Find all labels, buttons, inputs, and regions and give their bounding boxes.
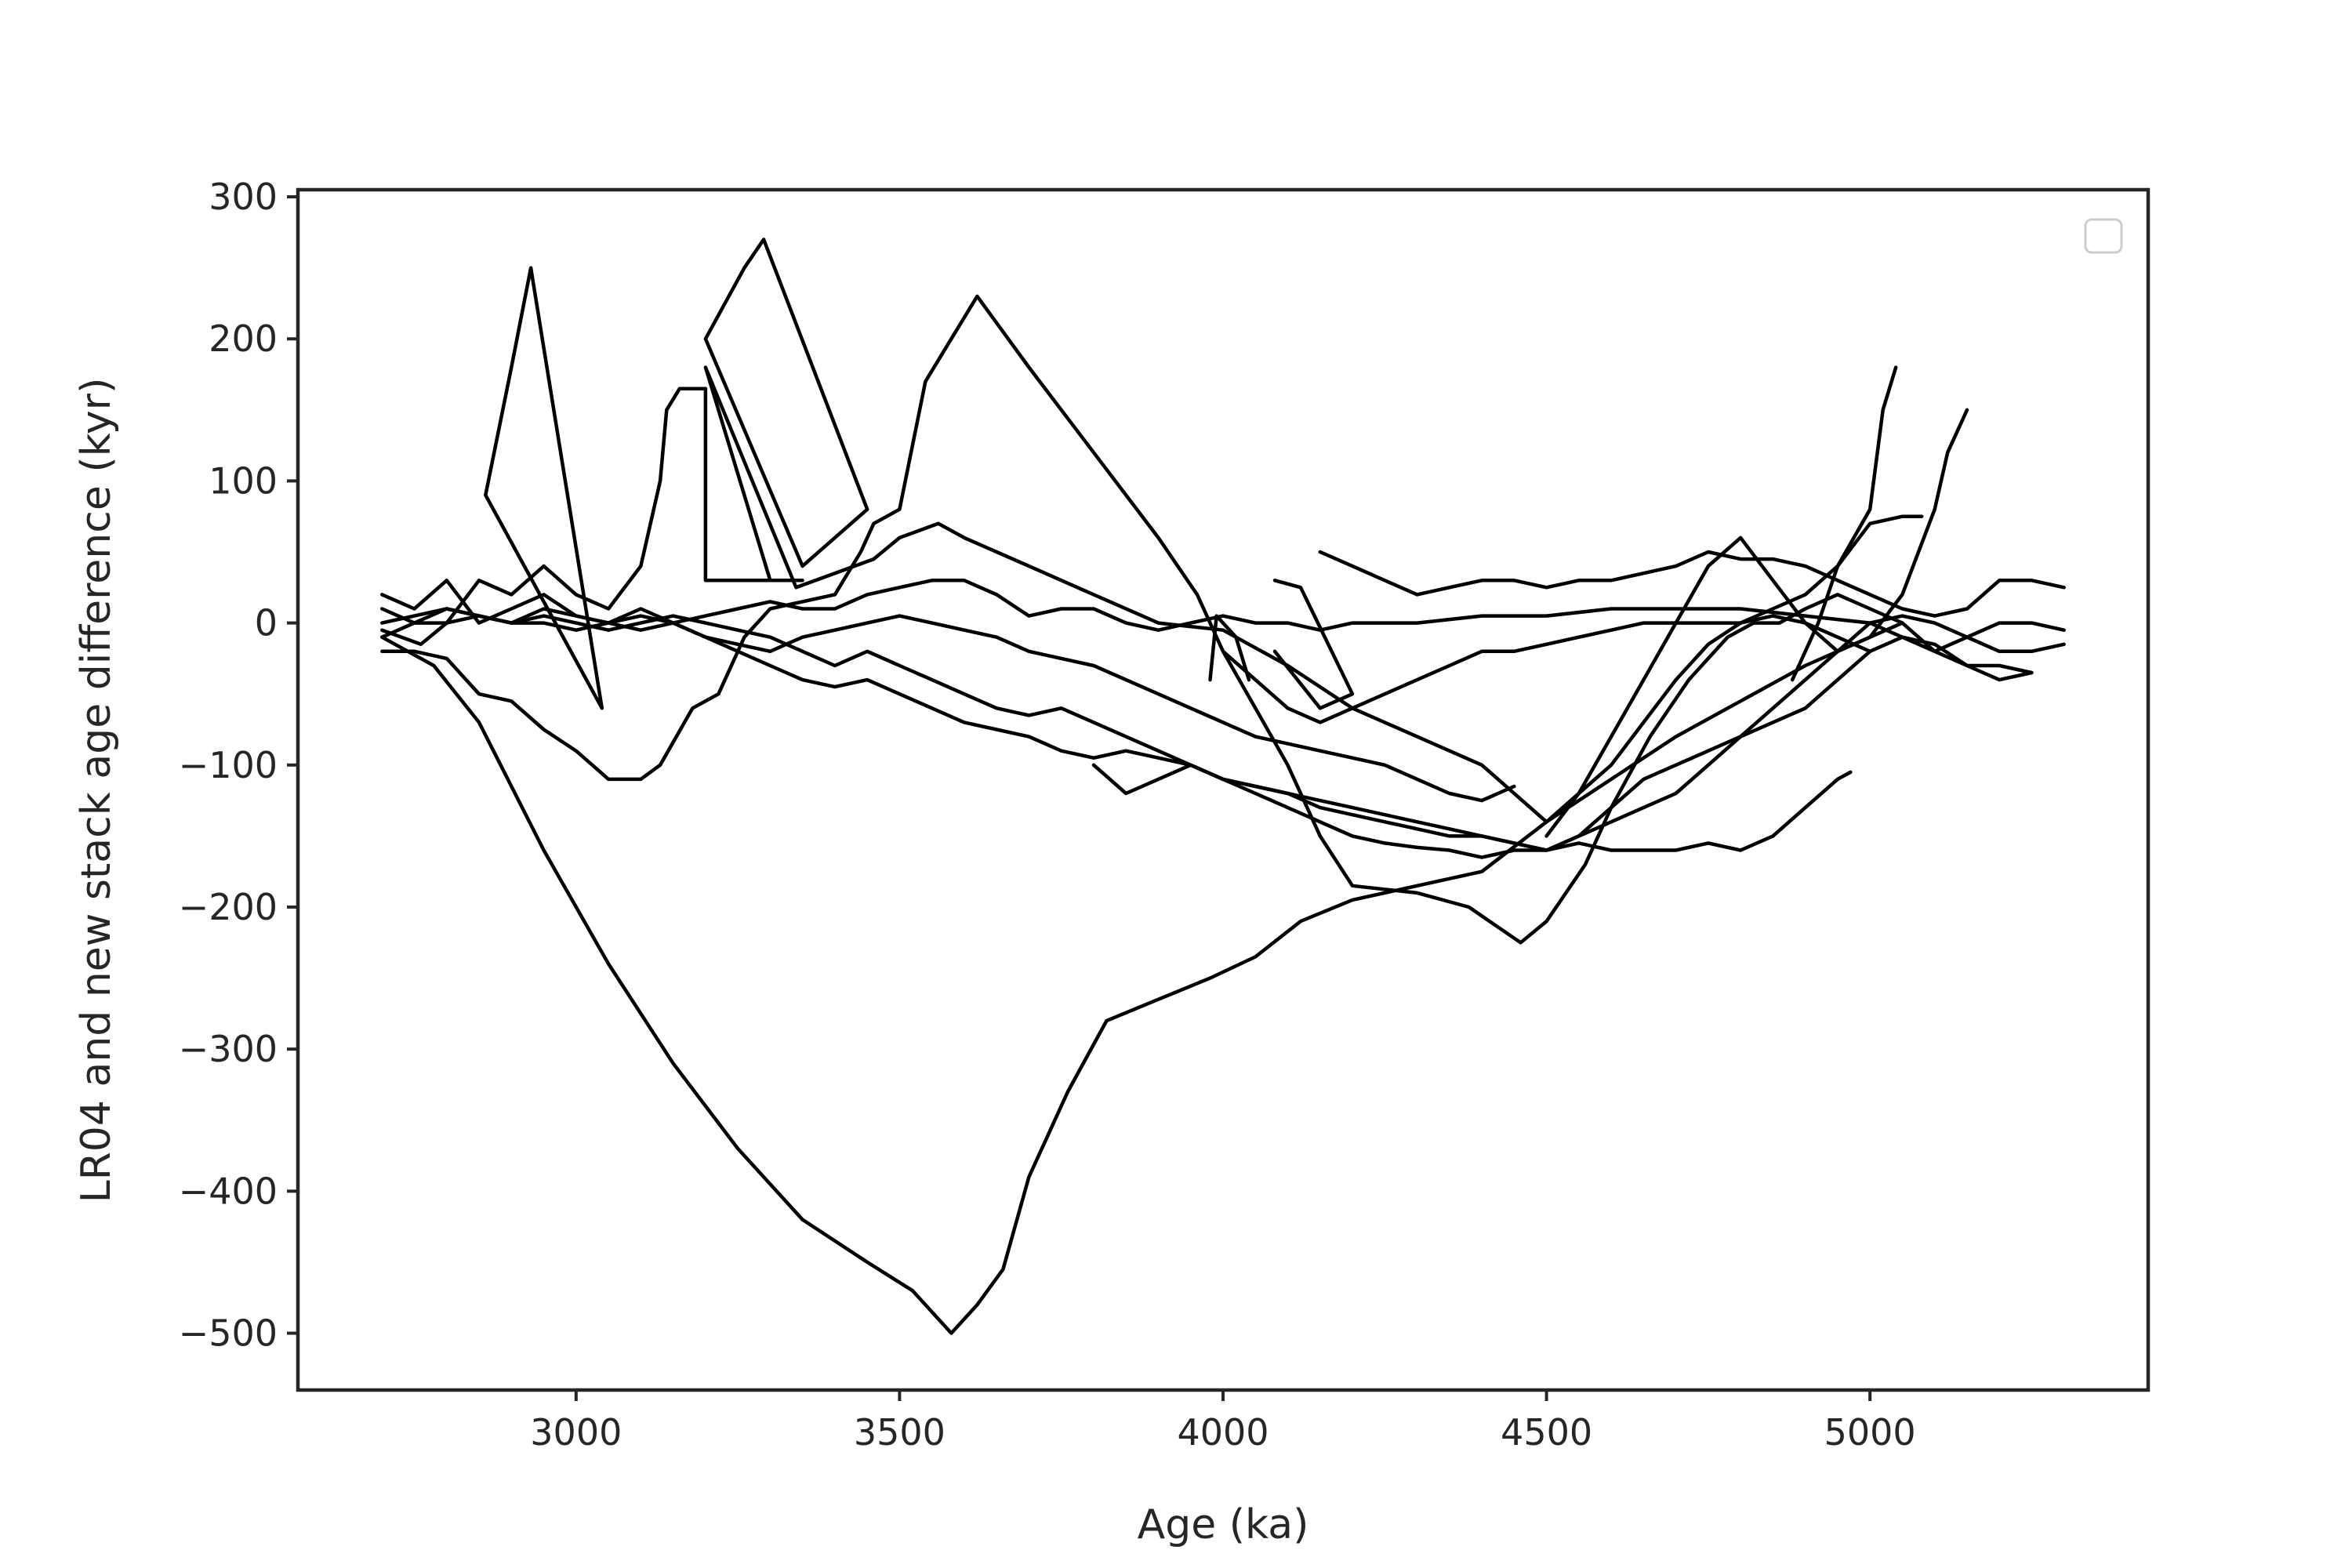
legend-box: [2084, 218, 2123, 254]
series-line-14: [703, 238, 869, 568]
x-tick-label: 4000: [1177, 1411, 1269, 1454]
series-line-12: [1790, 514, 1924, 682]
y-tick-label: 200: [209, 318, 278, 360]
x-axis-label: Age (ka): [1138, 1501, 1309, 1548]
plot-frame: [296, 187, 2151, 1392]
series-line-13: [484, 266, 604, 710]
series-line-2: [380, 294, 2034, 945]
series-line-8: [1318, 550, 2066, 618]
series-line-5: [380, 607, 2066, 852]
x-tick-label: 3500: [854, 1411, 946, 1454]
y-tick-label: 300: [209, 176, 278, 218]
y-tick-label: −500: [179, 1312, 278, 1355]
y-tick-label: −100: [179, 744, 278, 786]
series-line-10: [1221, 365, 1898, 724]
series-line-6: [380, 607, 2034, 852]
series-line-16: [1272, 579, 1355, 710]
x-tick-label: 3000: [530, 1411, 622, 1454]
y-tick-label: −200: [179, 886, 278, 928]
series-line-9: [1091, 763, 1853, 859]
y-tick-label: 100: [209, 459, 278, 502]
series-layer: [380, 238, 2066, 1335]
y-axis-label: LR04 and new stack age difference (kyr): [73, 378, 120, 1203]
series-line-4: [380, 579, 2066, 654]
series-line-11: [1544, 408, 1969, 838]
series-line-1: [380, 621, 1904, 1335]
series-line-7: [380, 607, 1516, 803]
x-tick-label: 5000: [1824, 1411, 1916, 1454]
x-axis: 3000 3500 4000 4500 5000: [530, 1390, 1916, 1454]
y-tick-label: −400: [179, 1170, 278, 1212]
series-line-15: [1208, 614, 1251, 682]
y-tick-label: −300: [179, 1028, 278, 1070]
x-tick-label: 4500: [1501, 1411, 1592, 1454]
y-axis: 300 200 100 0 −100 −200 −300 −400 −500: [179, 176, 298, 1355]
series-line-3: [380, 365, 1872, 824]
y-tick-label: 0: [255, 602, 278, 644]
